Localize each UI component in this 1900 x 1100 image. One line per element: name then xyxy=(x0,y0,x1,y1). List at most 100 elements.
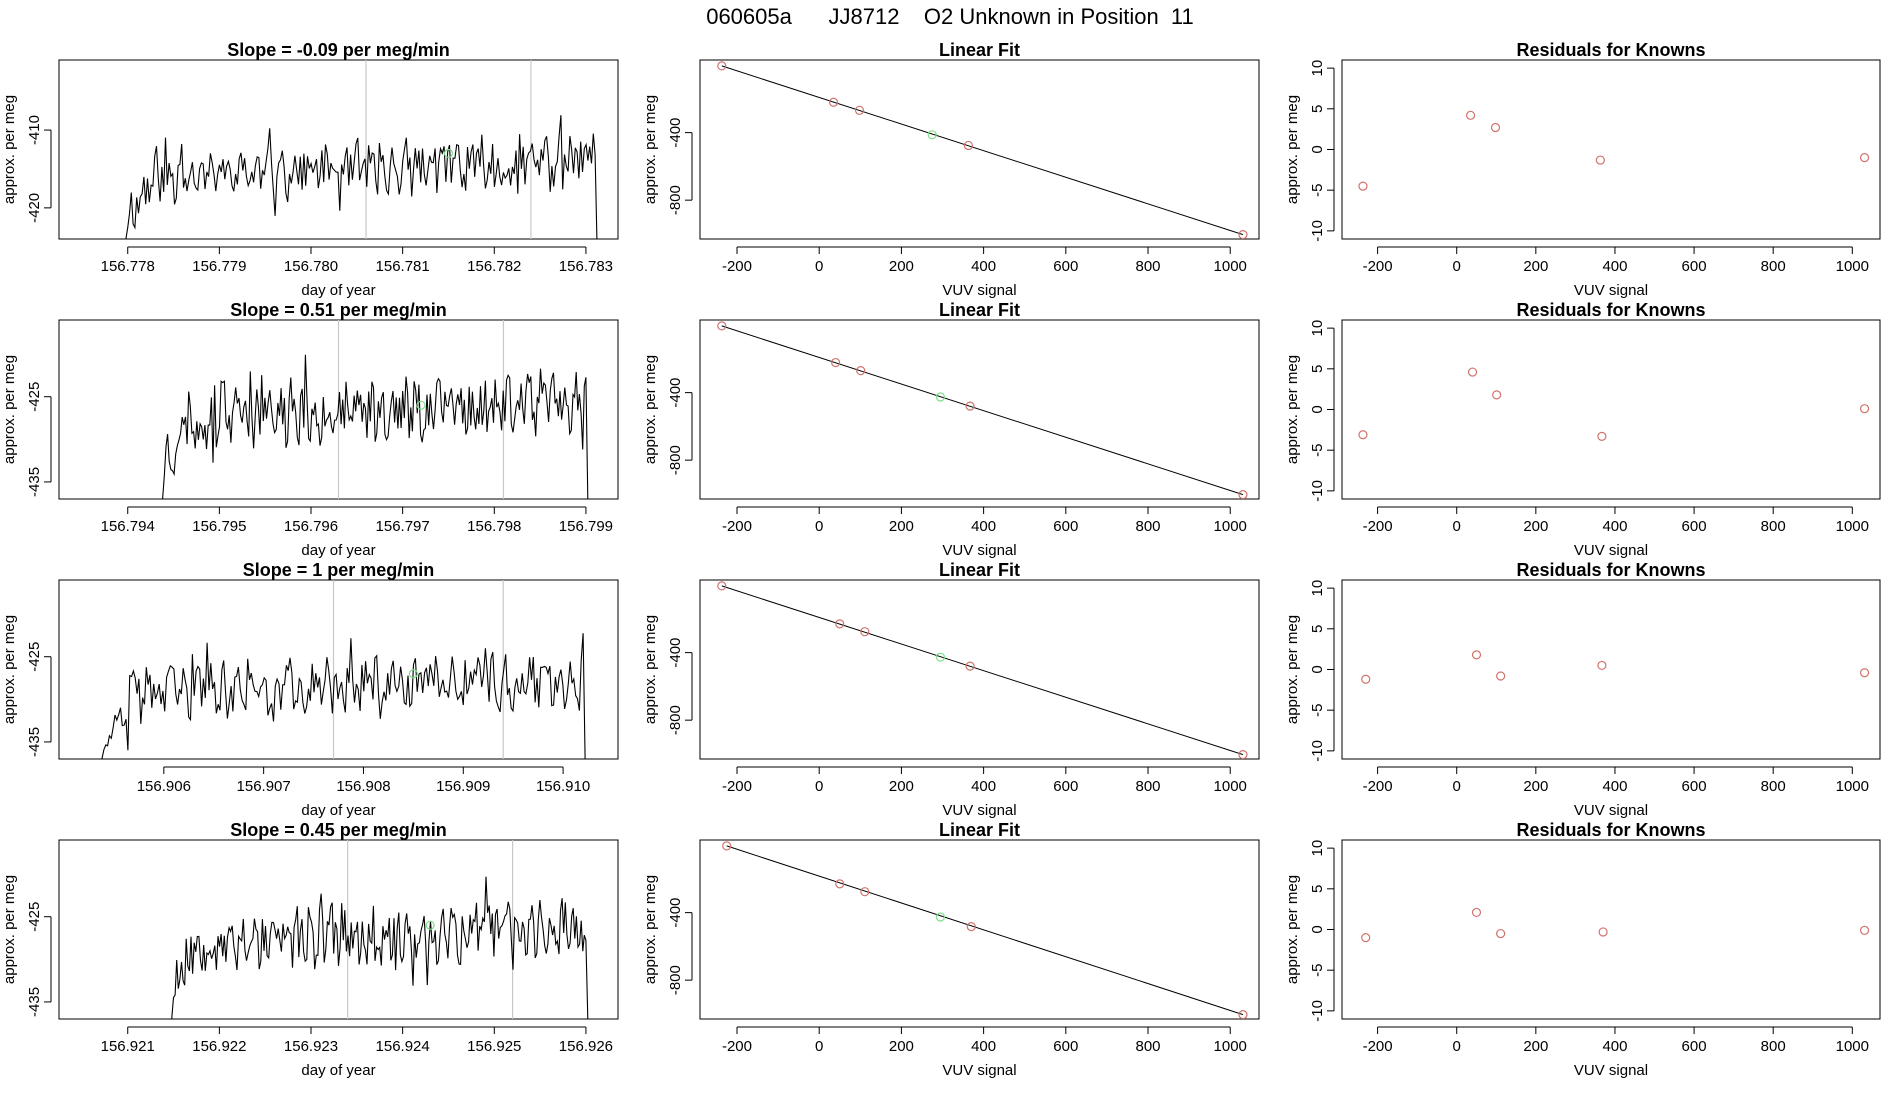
chart-fit-row-3: Linear Fit -200 0 200 400 600 800 1000 VUV signa… xyxy=(642,560,1260,819)
x-tick-label: 400 xyxy=(1602,258,1627,275)
x-tick-label: 0 xyxy=(815,518,823,535)
y-axis-label: approx. per meg xyxy=(642,615,659,724)
x-axis-label: day of year xyxy=(301,802,375,819)
x-tick-label: -200 xyxy=(1363,1038,1393,1055)
x-tick-label: 0 xyxy=(1453,1038,1461,1055)
y-axis-label: approx. per meg xyxy=(642,875,659,984)
y-axis-label: approx. per meg xyxy=(1284,615,1301,724)
known-point xyxy=(860,887,870,897)
plot-data xyxy=(1361,650,1870,684)
fit-line xyxy=(721,585,1244,756)
plot-frame xyxy=(699,319,1260,500)
x-tick-label: 156.922 xyxy=(192,1038,246,1055)
known-point xyxy=(965,401,975,411)
plot-data xyxy=(171,840,589,1019)
known-point xyxy=(717,581,727,591)
fit-line xyxy=(721,65,1244,236)
known-point xyxy=(860,627,870,637)
x-tick-label: 156.926 xyxy=(559,1038,613,1055)
plot-frame xyxy=(58,839,619,1020)
x-tick-label: -200 xyxy=(1363,258,1393,275)
x-tick-label: 156.778 xyxy=(101,258,155,275)
x-tick-label: 200 xyxy=(1523,258,1548,275)
x-tick-label: 200 xyxy=(1523,1038,1548,1055)
known-point xyxy=(963,140,974,151)
chart-title: Slope = -0.09 per meg/min xyxy=(227,40,450,60)
known-point xyxy=(1238,1010,1248,1019)
plot-data xyxy=(1358,367,1870,441)
x-tick-label: 200 xyxy=(1523,778,1548,795)
y-tick-label: 0 xyxy=(1309,925,1326,933)
chart-title: Slope = 1 per meg/min xyxy=(243,560,435,580)
x-tick-label: 156.909 xyxy=(436,778,490,795)
y-tick-label: -400 xyxy=(667,638,684,668)
y-tick-label: -400 xyxy=(667,898,684,928)
x-tick-label: 156.798 xyxy=(467,518,521,535)
x-axis-label: VUV signal xyxy=(942,282,1016,299)
x-axis-label: VUV signal xyxy=(1574,1062,1648,1079)
known-point xyxy=(717,321,727,331)
chart-fit-row-2: Linear Fit -200 0 200 400 600 800 1000 VUV signa… xyxy=(642,300,1260,559)
x-axis-label: day of year xyxy=(301,542,375,559)
known-point xyxy=(966,922,976,932)
x-tick-label: 800 xyxy=(1136,778,1161,795)
residual-point xyxy=(1490,122,1501,133)
known-point xyxy=(1238,750,1248,759)
chart-title: Slope = 0.51 per meg/min xyxy=(230,300,447,320)
x-tick-label: 156.795 xyxy=(192,518,246,535)
residual-point xyxy=(1361,933,1371,943)
unknown-point xyxy=(416,400,426,410)
plot-frame xyxy=(1341,319,1881,500)
x-tick-label: 0 xyxy=(815,1038,823,1055)
x-tick-label: 156.799 xyxy=(559,518,613,535)
x-tick-label: 200 xyxy=(889,1038,914,1055)
unknown-point xyxy=(408,669,418,679)
y-tick-label: 10 xyxy=(1309,840,1326,857)
y-tick-label: 5 xyxy=(1309,885,1326,893)
x-axis-label: VUV signal xyxy=(1574,282,1648,299)
x-tick-label: 600 xyxy=(1053,258,1078,275)
chart-title: Slope = 0.45 per meg/min xyxy=(230,820,447,840)
chart-timeseries-row-2: Slope = 0.51 per meg/min 156.794 156.795 15… xyxy=(1,300,619,559)
residual-point xyxy=(1859,404,1870,414)
residual-point xyxy=(1467,367,1478,377)
plot-data xyxy=(101,580,586,759)
plot-data xyxy=(717,581,1248,759)
y-axis-label: approx. per meg xyxy=(1,95,18,204)
known-point xyxy=(835,879,845,889)
residual-point xyxy=(1859,153,1870,163)
data-trace xyxy=(162,354,589,499)
chart-title: Linear Fit xyxy=(939,300,1020,320)
y-tick-label: -10 xyxy=(1309,740,1326,762)
y-axis-label: approx. per meg xyxy=(1284,355,1301,464)
x-tick-label: 1000 xyxy=(1214,258,1247,275)
y-tick-label: -410 xyxy=(26,115,43,145)
known-point xyxy=(965,661,975,671)
y-tick-label: 5 xyxy=(1309,365,1326,373)
y-tick-label: -10 xyxy=(1309,220,1326,242)
chart-title: Linear Fit xyxy=(939,560,1020,580)
y-axis-label: approx. per meg xyxy=(1,615,18,724)
y-tick-label: 10 xyxy=(1309,580,1326,597)
x-tick-label: 0 xyxy=(815,258,823,275)
chart-fit-row-4: Linear Fit -200 0 200 400 600 800 1000 VUV signa… xyxy=(642,820,1260,1079)
chart-timeseries-row-4: Slope = 0.45 per meg/min 156.921 156.922 15… xyxy=(1,820,619,1079)
y-tick-label: -425 xyxy=(26,902,43,932)
x-tick-label: 1000 xyxy=(1836,1038,1869,1055)
x-axis-label: day of year xyxy=(301,1062,375,1079)
data-trace xyxy=(101,633,586,759)
x-axis-label: VUV signal xyxy=(1574,542,1648,559)
x-tick-label: 0 xyxy=(1453,778,1461,795)
chart-title: Linear Fit xyxy=(939,40,1020,60)
x-tick-label: 800 xyxy=(1761,1038,1786,1055)
x-tick-label: 800 xyxy=(1136,1038,1161,1055)
known-point xyxy=(1238,230,1248,239)
residual-point xyxy=(1492,390,1502,400)
data-trace xyxy=(125,115,598,239)
plot-frame xyxy=(699,59,1260,240)
chart-title: Residuals for Knowns xyxy=(1516,560,1705,580)
x-tick-label: 0 xyxy=(815,778,823,795)
x-tick-label: -200 xyxy=(1363,518,1393,535)
y-tick-label: -435 xyxy=(26,727,43,757)
x-tick-label: 600 xyxy=(1682,1038,1707,1055)
